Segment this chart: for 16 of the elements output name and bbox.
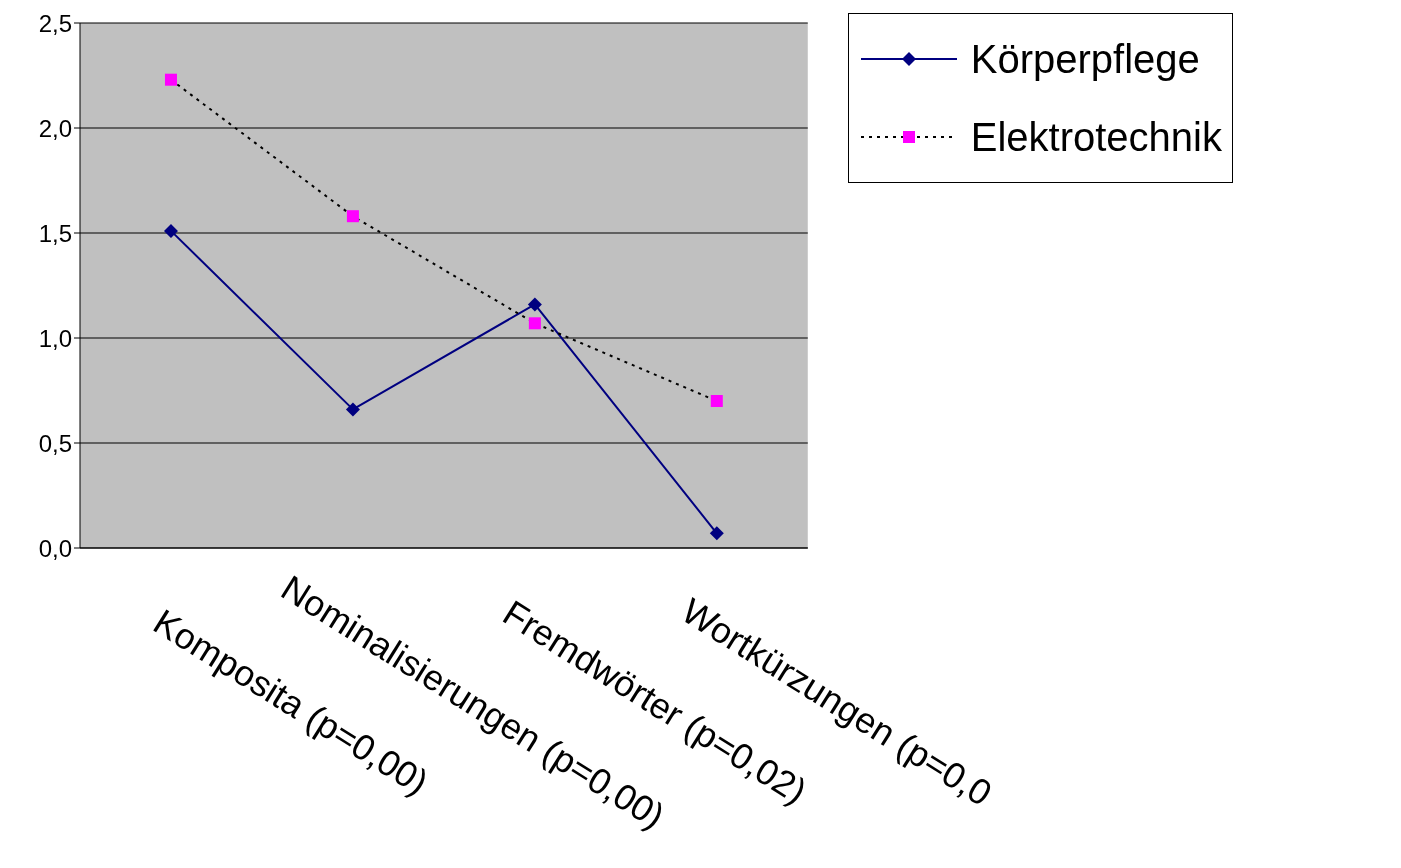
point	[345, 402, 360, 417]
point	[164, 73, 177, 86]
y-tick-label: 0,5	[38, 429, 72, 457]
point	[163, 223, 178, 238]
y-tick-label: 2,0	[38, 114, 72, 142]
y-tick-label: 1,5	[38, 219, 72, 247]
point	[710, 395, 723, 407]
point	[527, 297, 542, 312]
y-tick-label: 0,0	[38, 534, 72, 562]
point	[709, 526, 724, 541]
point	[528, 317, 541, 330]
point	[346, 210, 359, 223]
y-tick-label: 1,0	[38, 324, 72, 352]
legend-label: Körperpflege	[970, 36, 1200, 82]
y-tick-label: 2,5	[38, 9, 72, 37]
legend-label: Elektrotechnik	[970, 114, 1222, 160]
